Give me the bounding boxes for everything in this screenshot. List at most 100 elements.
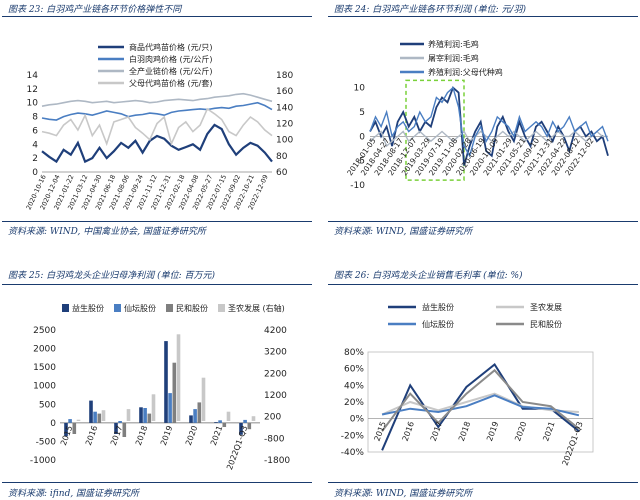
x-tick-label: 2020 (184, 424, 199, 446)
bar-益生股份-2015 (64, 422, 68, 437)
panel-24-source: 资料来源: WIND, 国盛证券研究所 (334, 227, 473, 237)
y-tick: 0% (350, 415, 365, 425)
legend-label-2: 全产业链价格 (元/公斤) (129, 66, 212, 76)
bar-民和股份-2018 (147, 413, 152, 423)
x-tick-label: 2018 (134, 424, 149, 446)
series-line-2 (369, 86, 609, 158)
y-left-tick: 1500 (33, 363, 56, 373)
bar-益生股份-2018 (139, 407, 143, 423)
legend-swatch-1 (114, 304, 121, 312)
panel-25-title: 图表 25: 白羽鸡龙头企业归母净利润 (单位: 百万元) (8, 271, 215, 281)
series-line-1 (381, 392, 579, 416)
y-tick: 80% (344, 348, 364, 358)
chart-25: 益生股份 仙坛股份 民和股份 圣农发展 (右轴) -1000 -500 0 500 1000 15… (30, 303, 291, 471)
legend-label-1: 仙坛股份 (124, 303, 156, 313)
bar-仙坛股份-2017 (118, 421, 122, 423)
y-tick: -5 (356, 157, 365, 167)
y-right-tick: 60 (276, 168, 288, 178)
legend-label-0: 益生股份 (72, 303, 104, 313)
chart-23: 商品代鸡苗价格 (元/只) 白羽肉鸡价格 (元/公斤) 全产业链价格 (元/公斤) 父… (25, 42, 294, 211)
panel-25-source: 资料来源: ifind, 国盛证券研究所 (8, 489, 140, 499)
bar-圣农发展-2021 (226, 411, 231, 421)
y-tick: 60% (344, 365, 364, 375)
y-tick: 10 (354, 84, 366, 94)
y-right-tick: 1200 (264, 391, 287, 401)
bar-圣农发展-2020 (201, 377, 206, 421)
y-tick: 20% (344, 398, 364, 408)
series-line-1 (41, 101, 273, 121)
chart-24: 养殖利润:毛鸡屠宰利润:毛鸡养殖利润:父母代种鸡-10-505102018-01… (345, 39, 609, 191)
legend-label-2: 养殖利润:父母代种鸡 (428, 67, 503, 77)
panel-25-top-rule (2, 284, 312, 285)
y-tick: 0 (359, 132, 365, 142)
panel-26-title: 图表 26: 白羽鸡龙头企业销售毛利率 (单位: %) (334, 271, 523, 281)
x-tick-label: 2021 (541, 420, 556, 442)
x-tick-label: 2016 (84, 424, 99, 446)
y-left-tick: 1000 (33, 382, 56, 392)
y-left-tick: 0 (32, 168, 38, 178)
series-line-3 (381, 368, 580, 432)
x-tick-label: 2021 (209, 424, 224, 446)
y-left-tick: 2 (32, 154, 38, 164)
y-right-tick: 2200 (264, 369, 287, 379)
bar-仙坛股份-2018 (143, 408, 147, 423)
y-right-tick: 120 (276, 120, 293, 130)
bar-民和股份-2016 (97, 413, 102, 423)
y-right-tick: 80 (276, 152, 288, 162)
y-right-tick: 3200 (264, 348, 287, 358)
bar-圣农发展-2015 (76, 419, 81, 421)
y-right-tick: 200 (264, 413, 281, 423)
legend-label-3: 父母代鸡苗价格 (元/套) (129, 78, 212, 88)
bar-仙坛股份-2021 (218, 420, 222, 423)
series-line-2 (381, 394, 580, 417)
legend-label-1: 屠宰利润:毛鸡 (428, 53, 479, 63)
bar-仙坛股份-2016 (93, 411, 97, 423)
y-tick: 40% (344, 381, 364, 391)
x-tick-label: 2016 (401, 420, 416, 442)
bar-益生股份-2021 (214, 422, 218, 423)
legend-swatch-0 (62, 304, 69, 312)
panel-23-source: 资料来源: WIND, 中国禽业协会, 国盛证券研究所 (8, 227, 206, 237)
y-right-tick: 140 (276, 103, 293, 113)
bar-民和股份-2017 (122, 422, 127, 437)
bar-益生股份-2022Q1-Q3 (239, 422, 243, 435)
legend-swatch-2 (166, 304, 173, 312)
x-tick-label: 2019 (485, 420, 500, 442)
y-left-tick: 8 (32, 113, 38, 123)
panel-23-bottom-rule (2, 221, 312, 222)
y-right-tick: 4200 (264, 326, 287, 336)
x-tick-label: 2015 (373, 420, 388, 442)
y-left-tick: 10 (27, 99, 39, 109)
y-right-tick: -1800 (264, 456, 290, 466)
panel-23-top-rule (2, 16, 312, 17)
y-tick: -20% (341, 431, 365, 441)
plot-frame (367, 351, 594, 453)
x-tick-label: 2019 (159, 424, 174, 446)
bar-益生股份-2019 (164, 341, 168, 423)
legend-label-2: 民和股份 (176, 303, 208, 313)
x-tick-label: 2017 (109, 424, 124, 446)
bar-民和股份-2021 (222, 422, 227, 427)
y-left-tick: 2000 (33, 345, 56, 355)
bar-圣农发展-2018 (151, 394, 156, 421)
panel-26-bottom-rule (328, 482, 638, 483)
legend-label-2: 仙坛股份 (422, 319, 454, 329)
bar-圣农发展-2016 (101, 410, 106, 421)
panel-23: 图表 23: 白羽鸡产业链各环节价格弹性不同 商品代鸡苗价格 (元/只) 白羽肉鸡… (2, 0, 312, 240)
series-line-0 (369, 86, 609, 166)
series-line-3 (41, 107, 273, 147)
panel-23-title: 图表 23: 白羽鸡产业链各环节价格弹性不同 (8, 5, 182, 15)
panel-24-title: 图表 24: 白羽鸡产业链各环节利润 (单位: 元/羽) (334, 5, 527, 15)
legend-label-3: 圣农发展 (右轴) (228, 303, 285, 313)
series-line-0 (41, 123, 273, 164)
legend-label-1: 圣农发展 (530, 302, 562, 312)
legend-label-0: 益生股份 (422, 302, 454, 312)
series-line-2 (41, 92, 273, 107)
y-right-tick: 160 (276, 87, 293, 97)
bar-益生股份-2016 (89, 400, 93, 423)
y-left-tick: 6 (32, 126, 38, 136)
bar-仙坛股份-2020 (193, 409, 197, 423)
bar-圣农发展-2017 (126, 409, 131, 421)
panel-24-top-rule (328, 16, 638, 17)
